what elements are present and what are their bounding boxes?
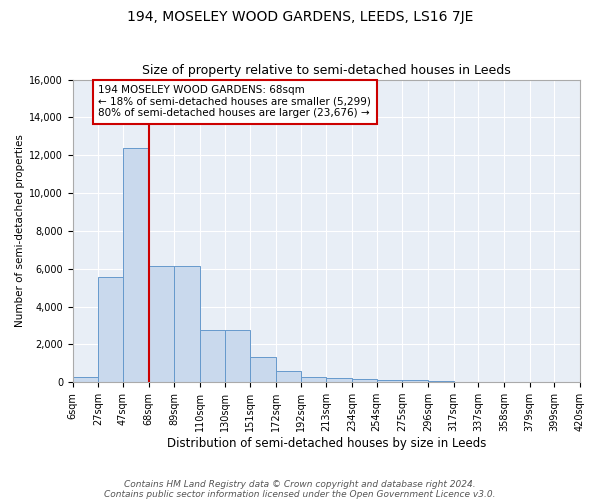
Bar bbox=[301, 376, 326, 382]
Bar bbox=[352, 380, 377, 382]
Bar bbox=[326, 378, 352, 382]
Bar bbox=[224, 330, 250, 382]
Bar bbox=[123, 148, 149, 382]
Bar bbox=[149, 266, 175, 382]
Title: Size of property relative to semi-detached houses in Leeds: Size of property relative to semi-detach… bbox=[142, 64, 511, 77]
Text: 194 MOSELEY WOOD GARDENS: 68sqm
← 18% of semi-detached houses are smaller (5,299: 194 MOSELEY WOOD GARDENS: 68sqm ← 18% of… bbox=[98, 85, 371, 118]
Bar bbox=[98, 277, 123, 382]
Bar bbox=[200, 330, 224, 382]
Bar bbox=[403, 380, 428, 382]
Bar bbox=[250, 356, 276, 382]
Bar bbox=[428, 380, 454, 382]
Bar bbox=[276, 371, 301, 382]
Text: 194, MOSELEY WOOD GARDENS, LEEDS, LS16 7JE: 194, MOSELEY WOOD GARDENS, LEEDS, LS16 7… bbox=[127, 10, 473, 24]
Bar bbox=[377, 380, 403, 382]
Y-axis label: Number of semi-detached properties: Number of semi-detached properties bbox=[15, 134, 25, 328]
Bar bbox=[73, 378, 98, 382]
Text: Contains HM Land Registry data © Crown copyright and database right 2024.
Contai: Contains HM Land Registry data © Crown c… bbox=[104, 480, 496, 499]
Bar bbox=[175, 266, 200, 382]
X-axis label: Distribution of semi-detached houses by size in Leeds: Distribution of semi-detached houses by … bbox=[167, 437, 486, 450]
